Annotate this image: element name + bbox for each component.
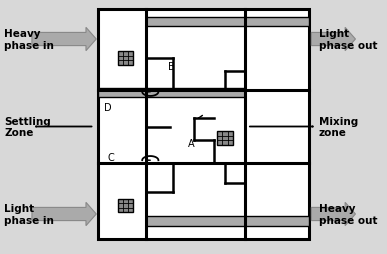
- FancyArrow shape: [311, 28, 355, 52]
- FancyArrow shape: [32, 28, 96, 52]
- Bar: [118, 52, 134, 65]
- Bar: [217, 132, 233, 145]
- FancyArrow shape: [311, 202, 355, 226]
- Bar: [118, 199, 134, 212]
- Bar: [98, 88, 245, 98]
- Bar: [98, 10, 310, 240]
- Text: Mixing
zone: Mixing zone: [319, 116, 358, 138]
- Bar: [146, 216, 310, 226]
- FancyArrow shape: [32, 202, 96, 226]
- Text: A: A: [188, 138, 195, 148]
- Text: Heavy
phase in: Heavy phase in: [4, 29, 54, 51]
- Text: B: B: [168, 61, 175, 71]
- Text: C: C: [107, 152, 114, 162]
- Text: D: D: [104, 103, 112, 113]
- Text: Settling
Zone: Settling Zone: [4, 116, 51, 138]
- Text: Light
phase in: Light phase in: [4, 203, 54, 225]
- Text: Light
phase out: Light phase out: [319, 29, 377, 51]
- Bar: [146, 18, 310, 27]
- Text: Heavy
phase out: Heavy phase out: [319, 203, 377, 225]
